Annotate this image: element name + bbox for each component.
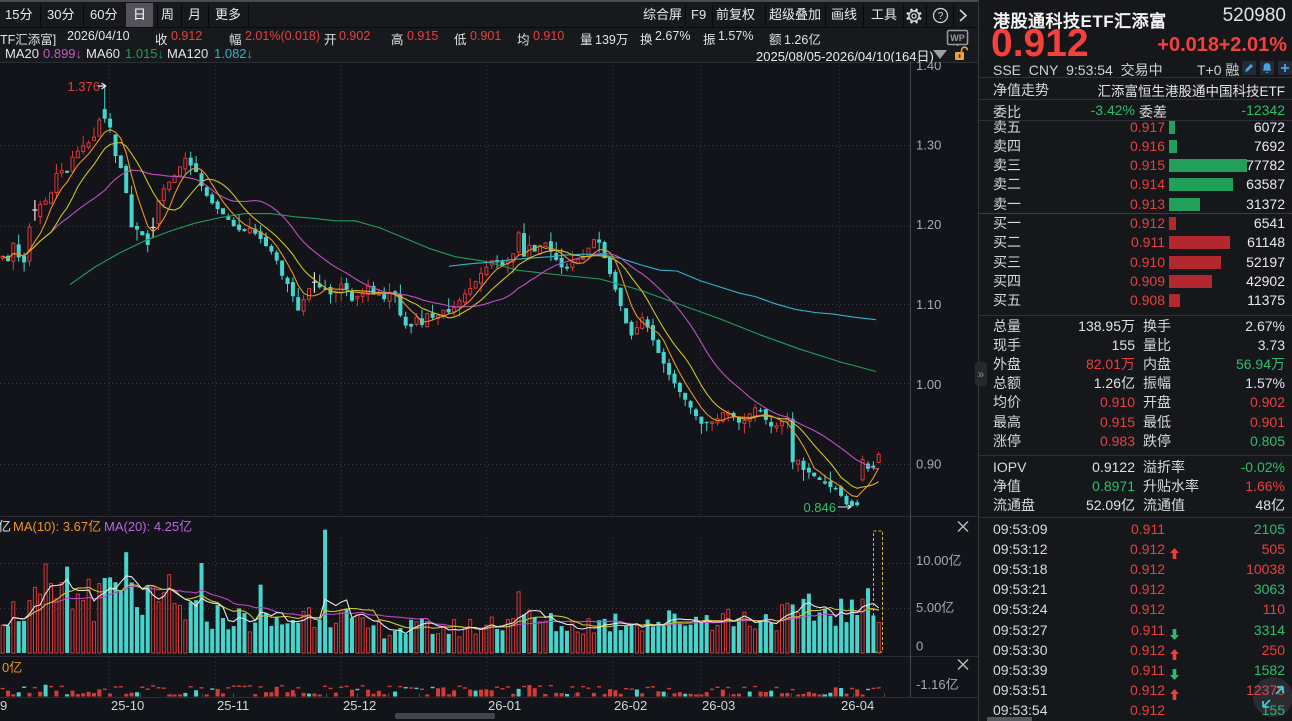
svg-text:WP: WP (950, 33, 965, 43)
svg-text:亿: 亿 (0, 519, 11, 534)
svg-text:0.90: 0.90 (916, 457, 941, 472)
svg-text:1.30: 1.30 (916, 138, 941, 153)
svg-text:10.00亿: 10.00亿 (916, 553, 962, 568)
svg-text:1.10: 1.10 (916, 297, 941, 312)
svg-text:MA(20): 4.25亿: MA(20): 4.25亿 (104, 519, 192, 534)
svg-text:25-09: 25-09 (0, 698, 7, 713)
svg-text:1.40: 1.40 (916, 62, 941, 73)
svg-text:MA(10): 3.67亿: MA(10): 3.67亿 (13, 519, 101, 534)
svg-text:1.376: 1.376 (67, 79, 100, 94)
svg-text:25-12: 25-12 (343, 698, 376, 713)
svg-text:26-03: 26-03 (702, 698, 735, 713)
svg-text:26-02: 26-02 (614, 698, 647, 713)
svg-text:-1.16亿: -1.16亿 (916, 677, 959, 692)
svg-text:25-11: 25-11 (217, 698, 249, 713)
svg-text:0亿: 0亿 (2, 660, 22, 675)
svg-text:0.846: 0.846 (803, 500, 836, 515)
svg-text:25-10: 25-10 (111, 698, 144, 713)
svg-text:26-01: 26-01 (488, 698, 521, 713)
svg-text:1.20: 1.20 (916, 217, 941, 232)
svg-text:5.00亿: 5.00亿 (916, 600, 954, 615)
svg-text:?: ? (938, 11, 944, 22)
svg-text:0: 0 (916, 639, 923, 654)
svg-text:1.00: 1.00 (916, 377, 941, 392)
svg-text:26-04: 26-04 (841, 698, 874, 713)
